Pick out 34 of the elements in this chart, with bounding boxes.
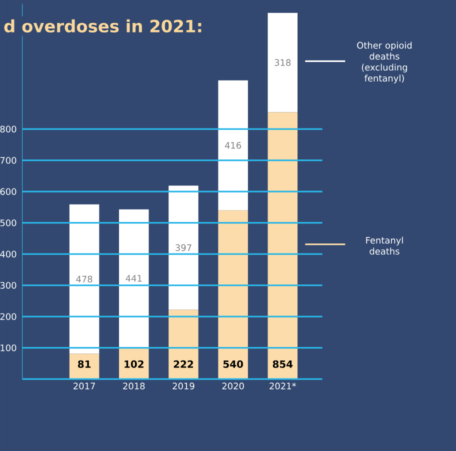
legend-label: Other opioid deaths (excluding fentanyl) <box>357 42 412 84</box>
bar <box>218 210 248 380</box>
bar <box>268 112 298 380</box>
bar <box>168 310 198 380</box>
data-label: 441 <box>126 275 142 282</box>
bar <box>218 80 248 210</box>
x-tick-label: 2020 <box>222 382 244 390</box>
data-label: 416 <box>224 142 242 149</box>
text: d overdoses in 2021: <box>4 19 202 33</box>
x-tick-label: 2021* <box>270 382 296 390</box>
data-label: 81 <box>78 360 91 368</box>
y-tick-label: 200 <box>0 313 16 320</box>
legend-label: Fentanyl deaths <box>366 236 403 255</box>
y-tick-label: 600 <box>0 188 16 195</box>
y-tick-label: 300 <box>0 282 16 289</box>
bar <box>69 204 100 354</box>
x-tick-label: 2017 <box>74 382 95 390</box>
data-label: 318 <box>274 59 291 66</box>
y-tick-label: 500 <box>0 219 16 226</box>
bar <box>268 12 298 112</box>
data-label: 102 <box>124 360 144 368</box>
y-tick-label: 100 <box>0 344 16 352</box>
data-label: 478 <box>76 276 92 282</box>
data-label: 540 <box>223 360 243 368</box>
data-label: 397 <box>176 244 192 252</box>
y-tick-label: 800 <box>0 126 16 132</box>
bar <box>168 186 198 310</box>
y-tick-label: 400 <box>0 250 16 258</box>
y-tick-label: 700 <box>0 156 16 164</box>
data-label: 222 <box>174 360 194 368</box>
x-tick-label: 2019 <box>172 382 194 390</box>
bar <box>119 209 149 348</box>
data-label: 854 <box>272 360 293 368</box>
x-tick-label: 2018 <box>123 382 145 390</box>
